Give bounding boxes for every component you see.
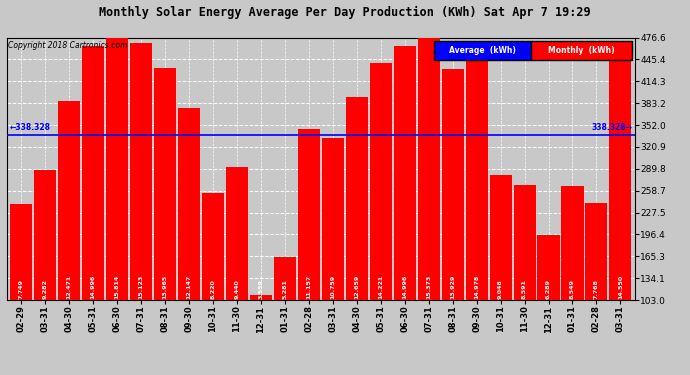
Text: Monthly Solar Energy Average Per Day Production (KWh) Sat Apr 7 19:29: Monthly Solar Energy Average Per Day Pro…	[99, 6, 591, 19]
Text: 13.965: 13.965	[163, 274, 168, 298]
Bar	[562, 186, 584, 300]
Text: 338.328→: 338.328→	[591, 123, 633, 132]
Text: 13.929: 13.929	[450, 274, 455, 298]
Text: 8.591: 8.591	[522, 279, 527, 298]
Text: 12.147: 12.147	[186, 274, 192, 298]
Bar	[250, 295, 272, 300]
Bar	[274, 257, 296, 300]
Text: 14.996: 14.996	[90, 274, 96, 298]
Text: 5.281: 5.281	[282, 279, 288, 298]
Text: 12.471: 12.471	[67, 274, 72, 298]
Text: Copyright 2018 Cartronics.com: Copyright 2018 Cartronics.com	[8, 42, 128, 51]
Bar	[609, 56, 631, 300]
Text: 11.157: 11.157	[306, 274, 311, 298]
Bar	[58, 101, 80, 300]
Bar	[298, 129, 320, 300]
Bar	[10, 204, 32, 300]
Bar	[394, 46, 416, 300]
Bar	[106, 28, 128, 300]
Text: Average  (kWh): Average (kWh)	[449, 46, 516, 55]
Text: 9.440: 9.440	[235, 279, 239, 298]
Text: 7.749: 7.749	[19, 279, 23, 298]
Text: 8.220: 8.220	[210, 279, 215, 298]
Text: 8.549: 8.549	[570, 279, 575, 298]
Bar	[370, 63, 392, 300]
FancyBboxPatch shape	[434, 42, 531, 60]
FancyBboxPatch shape	[531, 42, 631, 60]
Bar	[417, 38, 440, 300]
Bar	[154, 68, 176, 300]
Text: ←338.328: ←338.328	[9, 123, 50, 132]
Bar	[178, 108, 200, 300]
Bar	[34, 170, 57, 300]
Text: 15.373: 15.373	[426, 274, 431, 298]
Bar	[322, 138, 344, 300]
Text: 15.814: 15.814	[115, 274, 119, 298]
Text: 14.978: 14.978	[474, 274, 479, 298]
Bar	[82, 46, 104, 300]
Bar	[490, 175, 511, 300]
Text: 14.996: 14.996	[402, 274, 407, 298]
Text: 14.550: 14.550	[618, 274, 623, 298]
Bar	[226, 167, 248, 300]
Text: 9.282: 9.282	[43, 279, 48, 298]
Text: 3.559: 3.559	[259, 279, 264, 298]
Text: Monthly  (kWh): Monthly (kWh)	[548, 46, 615, 55]
Bar	[202, 194, 224, 300]
Bar	[538, 236, 560, 300]
Text: 9.048: 9.048	[498, 279, 503, 298]
Bar	[513, 185, 535, 300]
Text: 10.759: 10.759	[331, 274, 335, 298]
Text: 6.289: 6.289	[546, 279, 551, 298]
Bar	[466, 46, 488, 300]
Text: 7.768: 7.768	[594, 279, 599, 298]
Bar	[585, 203, 607, 300]
Bar	[442, 69, 464, 300]
Bar	[130, 43, 152, 300]
Bar	[346, 97, 368, 300]
Text: 15.123: 15.123	[139, 274, 144, 298]
Text: 12.659: 12.659	[354, 274, 359, 298]
Text: 14.221: 14.221	[378, 274, 383, 298]
